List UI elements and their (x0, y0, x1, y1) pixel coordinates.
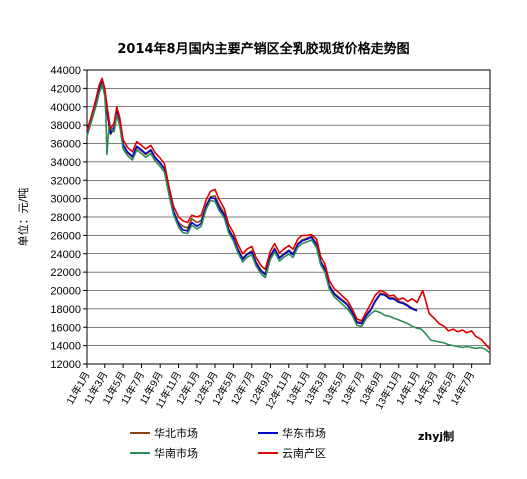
y-tick-label: 16000 (50, 322, 81, 334)
y-axis-ticks: 12000 14000 16000 18000 20000 22000 24000 26000… (50, 65, 87, 371)
x-axis-ticks: 11年1月11年3月11年5月11年7月11年9月11年11月12年1月12年3… (63, 364, 477, 411)
series-line-2 (86, 78, 418, 325)
legend-label: 云南产区 (282, 446, 326, 460)
y-tick-label: 38000 (50, 120, 81, 132)
legend-label: 华北市场 (154, 426, 198, 440)
legend-label: 华南市场 (154, 446, 198, 460)
y-tick-label: 30000 (50, 194, 81, 206)
series-line-4 (86, 77, 491, 350)
chart-title: 2014年8月国内主要产销区全乳胶现货价格走势图 (117, 42, 410, 57)
y-tick-label: 40000 (50, 102, 81, 114)
y-tick-label: 20000 (50, 286, 81, 298)
y-tick-label: 22000 (50, 267, 81, 279)
legend-label: 华东市场 (282, 426, 326, 440)
series-lines (86, 77, 491, 354)
y-tick-label: 12000 (50, 359, 81, 371)
y-tick-label: 24000 (50, 249, 81, 261)
grid-lines (87, 88, 490, 346)
y-axis-label: 单位：元/吨 (16, 188, 30, 247)
y-tick-label: 42000 (50, 83, 81, 95)
y-tick-label: 34000 (50, 157, 81, 169)
y-tick-label: 44000 (50, 65, 81, 77)
y-tick-label: 26000 (50, 230, 81, 242)
y-tick-label: 32000 (50, 175, 81, 187)
y-tick-label: 36000 (50, 139, 81, 151)
credit-text: zhyj制 (418, 429, 454, 443)
series-line-3 (86, 83, 491, 354)
y-tick-label: 14000 (50, 341, 81, 353)
y-tick-label: 18000 (50, 304, 81, 316)
y-tick-label: 28000 (50, 212, 81, 224)
